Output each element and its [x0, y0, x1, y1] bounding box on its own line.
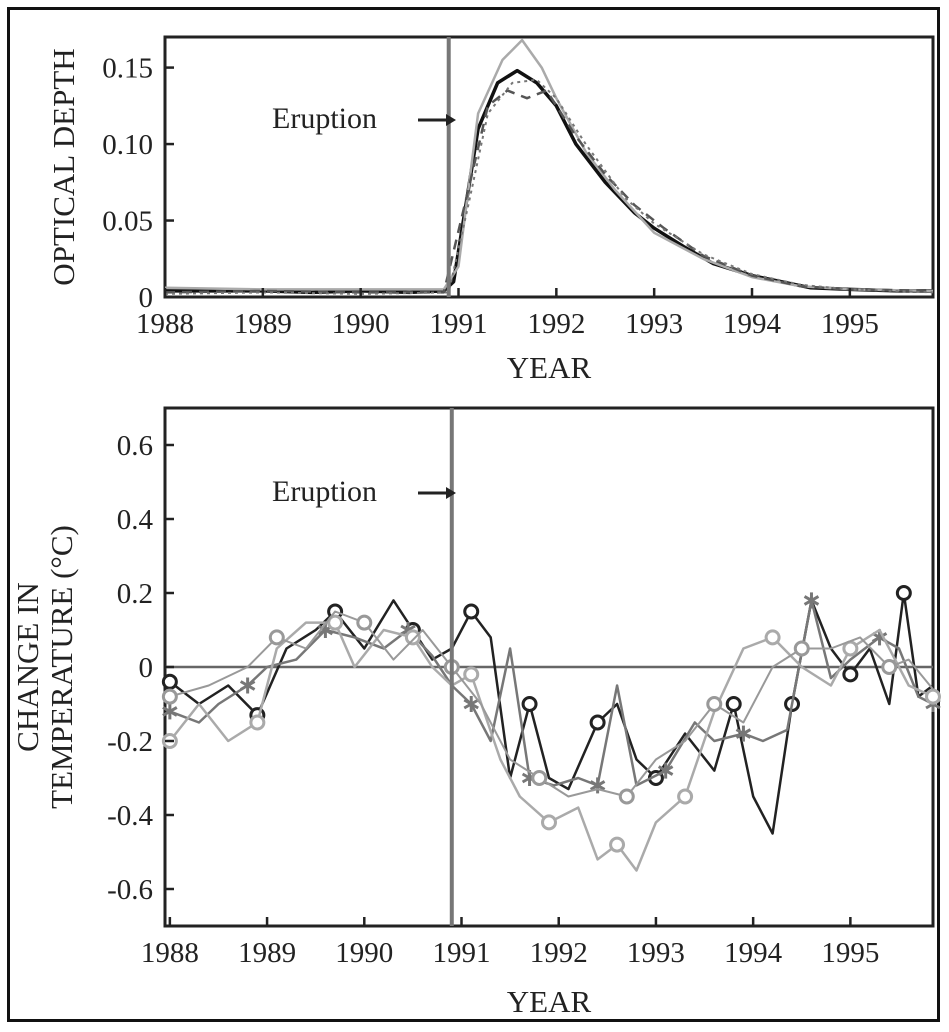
- data-point-star: [162, 703, 178, 720]
- x-tick-label: 1993: [627, 937, 685, 969]
- y-tick-label: -0.4: [107, 800, 153, 832]
- data-point-circle: [521, 696, 538, 712]
- bottom-eruption-arrow: [418, 487, 456, 499]
- series-line-4: [169, 610, 934, 798]
- top-series-group: [164, 38, 934, 295]
- y-tick-label: -0.2: [107, 726, 153, 758]
- bottom-y-axis-title-line1: CHANGE IN: [10, 582, 45, 752]
- y-tick-label: -0.6: [107, 874, 153, 906]
- data-point-circle: [404, 629, 421, 646]
- x-tick-label: 1989: [238, 937, 296, 969]
- data-point-star: [463, 696, 479, 712]
- y-tick-label: 0: [139, 652, 154, 684]
- x-tick-label: 1991: [430, 308, 488, 340]
- y-tick-label: 0.4: [117, 504, 154, 536]
- series-line-4: [164, 78, 934, 295]
- x-tick-label: 1993: [625, 308, 683, 340]
- data-point-star: [589, 777, 606, 794]
- bottom-y-ticks: -0.6 -0.4 -0.2 0 0.2 0.4 0.6: [107, 430, 174, 906]
- y-tick-label: 0.2: [117, 578, 153, 610]
- x-tick-label: 1991: [433, 937, 491, 969]
- panel-temperature: -0.6-0.4-0.200.20.40.6 1988 1989 1990 1991 1…: [10, 406, 941, 1019]
- y-tick-label: 0.05: [102, 206, 153, 238]
- data-point-circle: [881, 659, 898, 675]
- bottom-x-ticks: 1988 1989 1990 1991 1992 1993 1994 1995: [141, 917, 879, 969]
- data-point-circle: [463, 666, 480, 683]
- data-point-circle: [268, 629, 285, 646]
- series-line-2: [169, 599, 934, 787]
- x-tick-label: 1992: [530, 937, 588, 969]
- bottom-eruption-label: Eruption: [272, 475, 377, 508]
- data-point-star: [239, 677, 256, 694]
- data-point-circle: [842, 666, 859, 683]
- data-point-circle: [677, 788, 694, 805]
- data-point-circle: [706, 696, 723, 712]
- x-tick-label: 1992: [527, 308, 585, 340]
- bottom-series-group: [161, 585, 941, 872]
- y-tick-label: 0: [139, 282, 154, 314]
- data-point-circle: [249, 714, 266, 731]
- x-tick-label: 1990: [332, 308, 390, 340]
- data-point-circle: [618, 788, 635, 805]
- data-point-circle: [925, 688, 941, 705]
- series-line-3: [164, 89, 934, 294]
- plot-area-top: [163, 35, 935, 299]
- x-tick-label: 1995: [821, 308, 879, 340]
- x-tick-label: 1994: [724, 937, 783, 969]
- top-eruption-arrow: [418, 114, 456, 126]
- top-y-axis-title: OPTICAL DEPTH: [46, 48, 81, 285]
- data-point-star: [657, 762, 674, 779]
- data-point-circle: [609, 836, 626, 853]
- data-point-circle: [793, 640, 810, 657]
- data-point-circle: [895, 585, 912, 601]
- panel-optical-depth: 00.050.100.15 1988 1989 1990 1991 1992 1993 19…: [46, 35, 935, 385]
- data-point-circle: [725, 696, 742, 712]
- data-point-circle: [541, 814, 557, 831]
- bottom-x-axis-title: YEAR: [507, 984, 592, 1019]
- top-x-ticks: 1988 1989 1990 1991 1992 1993 1994 1995: [136, 288, 879, 340]
- data-point-circle: [531, 770, 548, 786]
- y-tick-label: 0.10: [102, 129, 153, 161]
- top-x-axis-title: YEAR: [507, 350, 592, 385]
- x-tick-label: 1994: [723, 308, 782, 340]
- data-point-circle: [161, 688, 178, 705]
- top-eruption-label: Eruption: [272, 102, 377, 135]
- x-tick-label: 1995: [821, 937, 879, 969]
- data-point-star: [803, 592, 820, 609]
- bottom-y-axis-title-line2: TEMPERATURE (°C): [44, 525, 79, 809]
- x-tick-label: 1989: [234, 308, 292, 340]
- data-point-circle: [764, 629, 781, 646]
- data-point-star: [735, 725, 752, 742]
- data-point-circle: [463, 603, 480, 620]
- y-tick-label: 0.15: [102, 53, 153, 85]
- x-tick-label: 1988: [141, 937, 199, 969]
- data-point-circle: [589, 714, 606, 731]
- series-line-2: [164, 38, 934, 293]
- data-point-circle: [842, 640, 859, 657]
- y-tick-label: 0.6: [117, 430, 153, 462]
- data-point-circle: [356, 614, 373, 631]
- top-y-ticks: 0 0.05 0.10 0.15: [102, 53, 174, 314]
- x-tick-label: 1990: [335, 937, 393, 969]
- data-point-circle: [161, 673, 178, 690]
- data-point-circle: [327, 614, 344, 631]
- x-tick-label: 1988: [136, 308, 194, 340]
